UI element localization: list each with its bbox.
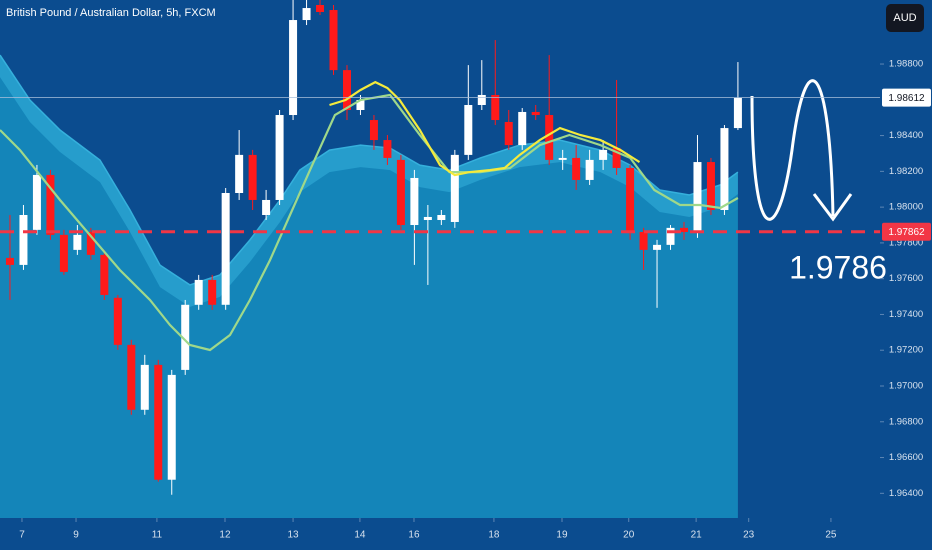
candle-body <box>733 97 742 129</box>
price-label: 1.97862 <box>888 227 925 238</box>
candle-body <box>572 157 581 180</box>
moving-average <box>329 80 641 177</box>
candle-body <box>208 279 217 305</box>
candle-body <box>693 162 702 232</box>
y-tick-label: 1.96800 <box>889 416 923 427</box>
candle-body <box>599 149 608 160</box>
candle-body <box>100 254 109 295</box>
candle-body <box>356 99 365 111</box>
candle-body <box>666 227 675 245</box>
candle-body <box>86 231 95 255</box>
candle-body <box>706 162 715 210</box>
candle-body <box>410 177 419 226</box>
candle-body <box>504 121 513 146</box>
x-tick-label: 9 <box>73 530 79 541</box>
candle-body <box>720 128 729 210</box>
candle-body <box>342 70 351 111</box>
y-tick-label: 1.97600 <box>889 273 923 284</box>
x-tick-label: 19 <box>556 530 568 541</box>
x-tick-label: 25 <box>825 530 837 541</box>
candle-body <box>5 257 14 265</box>
candle-body <box>19 214 28 265</box>
y-tick-label: 1.96400 <box>889 488 923 499</box>
y-tick-label: 1.97800 <box>889 237 923 248</box>
x-tick-label: 23 <box>743 530 755 541</box>
x-tick-label: 12 <box>219 530 231 541</box>
y-tick-label: 1.97400 <box>889 309 923 320</box>
currency-label: AUD <box>893 12 916 24</box>
price-label: 1.98612 <box>888 93 925 104</box>
candle-body <box>32 174 41 230</box>
candle-body <box>194 279 203 305</box>
x-tick-label: 18 <box>488 530 500 541</box>
y-tick-label: 1.98400 <box>889 130 923 141</box>
candle-body <box>450 154 459 222</box>
price-label-box <box>882 88 931 107</box>
candle-body <box>396 159 405 226</box>
y-tick-label: 1.98000 <box>889 202 923 213</box>
x-tick-label: 7 <box>19 530 25 541</box>
candle-body <box>154 364 163 480</box>
candle-body <box>262 199 271 215</box>
candle-body <box>235 154 244 193</box>
chart-title: British Pound / Australian Dollar, 5h, F… <box>6 7 216 19</box>
candle-body <box>585 159 594 180</box>
x-tick-label: 16 <box>408 530 420 541</box>
candle-body <box>59 234 68 272</box>
candle-body <box>612 147 621 168</box>
annotation: 1.9786 <box>789 249 887 285</box>
candle-body <box>383 140 392 158</box>
candle-body <box>369 120 378 141</box>
candle-body <box>477 94 486 105</box>
moving-average <box>0 93 739 352</box>
candle-body <box>491 94 500 121</box>
y-tick-label: 1.96600 <box>889 452 923 463</box>
x-tick-label: 14 <box>354 530 366 541</box>
candle-body <box>275 115 284 200</box>
band-area <box>0 55 738 518</box>
candle-body <box>289 20 298 116</box>
candle-body <box>46 174 55 235</box>
plot-area <box>0 0 742 518</box>
candle-body <box>423 216 432 221</box>
y-tick-label: 1.98800 <box>889 59 923 70</box>
candle-body <box>248 154 257 200</box>
candle-body <box>73 234 82 250</box>
candle-body <box>626 167 635 232</box>
candle-body <box>127 344 136 410</box>
candle-body <box>464 104 473 155</box>
candle-body <box>113 297 122 345</box>
arrow-head <box>812 193 853 222</box>
y-tick-label: 1.98200 <box>889 166 923 177</box>
candle-body <box>329 10 338 71</box>
candle-body <box>221 192 230 305</box>
x-tick-label: 11 <box>152 530 163 541</box>
candle-body <box>316 5 325 12</box>
x-tick-label: 20 <box>623 530 635 541</box>
candle-body <box>167 374 176 480</box>
candle-body <box>531 111 540 116</box>
forecast-arrow <box>750 79 835 221</box>
candle-body <box>181 304 190 370</box>
candle-body <box>140 364 149 410</box>
candle-body <box>437 214 446 221</box>
candle-body <box>302 8 311 21</box>
currency-box <box>886 4 924 32</box>
candle-body <box>639 231 648 250</box>
y-tick-label: 1.97000 <box>889 381 923 392</box>
candle-body <box>545 115 554 160</box>
x-tick-label: 21 <box>691 530 703 541</box>
candle-body <box>653 244 662 250</box>
y-tick-label: 1.97200 <box>889 345 923 356</box>
candle-body <box>518 111 527 146</box>
candle-body <box>679 227 688 232</box>
candle-body <box>558 157 567 160</box>
price-label-box <box>882 222 931 241</box>
x-tick-label: 13 <box>288 530 300 541</box>
